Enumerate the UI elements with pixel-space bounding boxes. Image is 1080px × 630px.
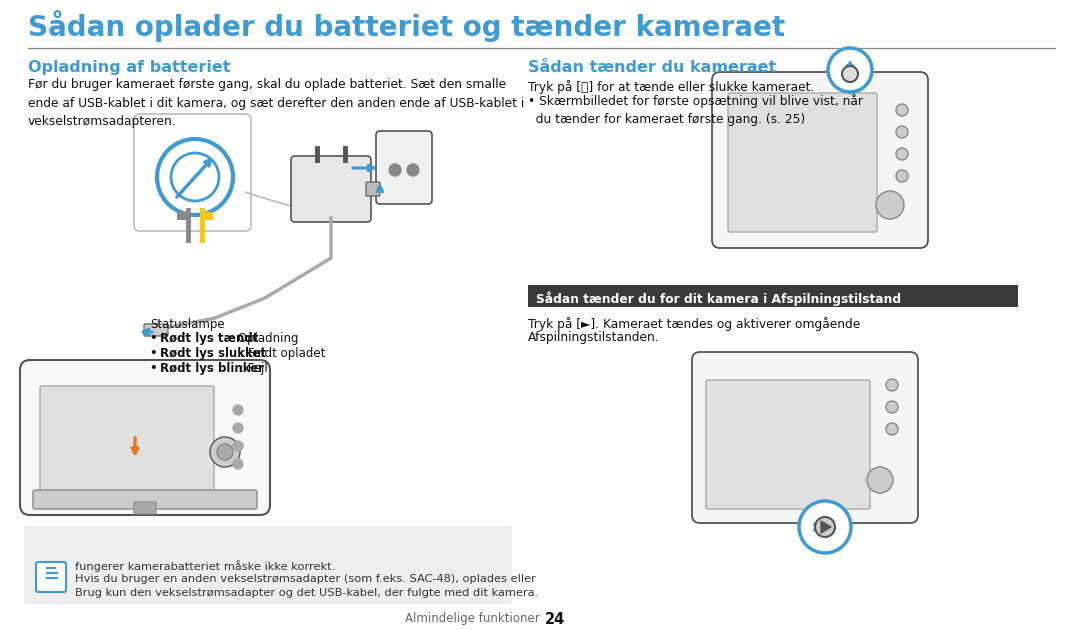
Circle shape — [157, 139, 233, 215]
Circle shape — [896, 126, 908, 138]
Text: Afspilningstilstanden.: Afspilningstilstanden. — [528, 331, 660, 344]
FancyBboxPatch shape — [134, 114, 251, 231]
FancyBboxPatch shape — [203, 212, 213, 220]
Circle shape — [876, 191, 904, 219]
Circle shape — [896, 170, 908, 182]
FancyBboxPatch shape — [134, 502, 156, 514]
FancyBboxPatch shape — [376, 131, 432, 204]
Circle shape — [886, 379, 897, 391]
FancyBboxPatch shape — [291, 156, 372, 222]
Text: •: • — [150, 362, 162, 375]
FancyBboxPatch shape — [36, 562, 66, 592]
Circle shape — [799, 501, 851, 553]
FancyBboxPatch shape — [33, 490, 257, 509]
Circle shape — [896, 104, 908, 116]
Text: Rødt lys tændt: Rødt lys tændt — [160, 332, 258, 345]
Circle shape — [815, 517, 835, 537]
Text: Statuslampe: Statuslampe — [150, 318, 225, 331]
Text: Tryk på [►]. Kameraet tændes og aktiverer omgående: Tryk på [►]. Kameraet tændes og aktivere… — [528, 317, 861, 331]
FancyBboxPatch shape — [728, 93, 877, 232]
Circle shape — [842, 66, 858, 82]
Text: • Skærmbilledet for første opsætning vil blive vist, når
  du tænder for kamerae: • Skærmbilledet for første opsætning vil… — [528, 94, 863, 127]
FancyBboxPatch shape — [177, 212, 187, 220]
Circle shape — [896, 148, 908, 160]
Circle shape — [233, 423, 243, 433]
FancyBboxPatch shape — [144, 324, 168, 336]
Circle shape — [886, 401, 897, 413]
Text: 24: 24 — [545, 612, 565, 627]
Text: Sådan oplader du batteriet og tænder kameraet: Sådan oplader du batteriet og tænder kam… — [28, 10, 785, 42]
Circle shape — [886, 423, 897, 435]
Circle shape — [233, 441, 243, 451]
Text: : Fejl: : Fejl — [240, 362, 268, 375]
FancyBboxPatch shape — [40, 386, 214, 495]
Text: : Opladning: : Opladning — [230, 332, 298, 345]
Circle shape — [210, 437, 240, 467]
Text: •: • — [150, 332, 162, 345]
Circle shape — [828, 48, 872, 92]
Text: Opladning af batteriet: Opladning af batteriet — [28, 60, 230, 75]
Circle shape — [389, 164, 401, 176]
Circle shape — [171, 153, 219, 201]
Text: Hvis du bruger en anden vekselstrømsadapter (som f.eks. SAC-48), oplades eller: Hvis du bruger en anden vekselstrømsadap… — [75, 574, 536, 584]
Circle shape — [233, 459, 243, 469]
Circle shape — [233, 405, 243, 415]
FancyBboxPatch shape — [706, 380, 870, 509]
FancyBboxPatch shape — [24, 526, 512, 604]
Text: Rødt lys slukket: Rødt lys slukket — [160, 347, 266, 360]
Circle shape — [407, 164, 419, 176]
Text: Brug kun den vekselstrømsadapter og det USB-kabel, der fulgte med dit kamera.: Brug kun den vekselstrømsadapter og det … — [75, 588, 538, 598]
Text: Rødt lys blinker: Rødt lys blinker — [160, 362, 264, 375]
FancyBboxPatch shape — [21, 360, 270, 515]
Circle shape — [867, 467, 893, 493]
FancyBboxPatch shape — [692, 352, 918, 523]
Text: Før du bruger kameraet første gang, skal du oplade batteriet. Sæt den smalle
end: Før du bruger kameraet første gang, skal… — [28, 78, 524, 128]
Circle shape — [217, 444, 233, 460]
FancyBboxPatch shape — [366, 182, 380, 196]
Text: Almindelige funktioner: Almindelige funktioner — [405, 612, 540, 625]
Text: Tryk på [⏻] for at tænde eller slukke kameraet.: Tryk på [⏻] for at tænde eller slukke ka… — [528, 80, 814, 94]
Text: fungerer kamerabatteriet måske ikke korrekt.: fungerer kamerabatteriet måske ikke korr… — [75, 560, 335, 572]
Polygon shape — [821, 521, 831, 533]
Text: •: • — [150, 347, 162, 360]
FancyBboxPatch shape — [712, 72, 928, 248]
Text: : Fuldt opladet: : Fuldt opladet — [240, 347, 325, 360]
Bar — [528, 285, 1018, 307]
Text: Sådan tænder du kameraet: Sådan tænder du kameraet — [528, 60, 777, 75]
Text: Sådan tænder du for dit kamera i Afspilningstilstand: Sådan tænder du for dit kamera i Afspiln… — [536, 291, 901, 306]
